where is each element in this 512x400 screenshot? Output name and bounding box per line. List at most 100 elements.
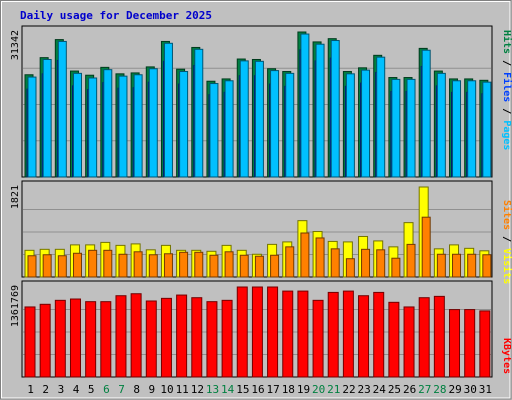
- day-label-19: 19: [297, 383, 310, 396]
- bar-kbytes-day-4: [69, 298, 81, 378]
- bar-pages-day-30: [467, 80, 477, 178]
- bar-kbytes-day-29: [449, 309, 461, 378]
- bar-sites-day-25: [391, 257, 401, 278]
- kbytes-panel-axis-max-label: 1361769: [10, 285, 21, 327]
- visits-sites-panel: 1821 Sites / Visits: [10, 180, 512, 284]
- bar-pages-day-19: [300, 33, 310, 178]
- bar-kbytes-day-9: [145, 300, 157, 378]
- legend-separator: /: [501, 102, 512, 120]
- bar-pages-day-28: [436, 72, 446, 178]
- day-label-5: 5: [88, 383, 95, 396]
- day-label-7: 7: [118, 383, 125, 396]
- day-label-4: 4: [73, 383, 80, 396]
- bar-sites-day-4: [72, 252, 82, 278]
- bar-sites-day-26: [406, 243, 416, 278]
- bar-sites-day-23: [361, 248, 371, 278]
- bar-pages-day-25: [391, 78, 401, 178]
- day-label-3: 3: [58, 383, 65, 396]
- bar-kbytes-day-15: [236, 286, 248, 378]
- bar-kbytes-day-17: [267, 286, 279, 378]
- bar-sites-day-3: [57, 255, 67, 278]
- bar-sites-day-7: [118, 253, 128, 278]
- bar-pages-day-22: [345, 73, 355, 178]
- bar-kbytes-day-24: [373, 291, 385, 378]
- day-label-21: 21: [327, 383, 340, 396]
- bar-pages-day-29: [452, 80, 462, 178]
- bar-kbytes-day-16: [251, 286, 263, 378]
- bar-pages-day-7: [118, 75, 128, 178]
- legend-sites: Sites: [501, 200, 512, 230]
- bar-sites-day-11: [179, 251, 189, 278]
- bar-pages-day-31: [482, 81, 492, 178]
- legend-hits: Hits: [501, 30, 512, 54]
- bar-pages-day-5: [88, 77, 98, 178]
- bar-sites-day-14: [224, 251, 234, 278]
- day-label-23: 23: [358, 383, 371, 396]
- day-label-6: 6: [103, 383, 110, 396]
- bar-kbytes-day-7: [115, 295, 127, 378]
- bar-sites-day-8: [133, 251, 143, 278]
- bar-sites-day-22: [345, 258, 355, 278]
- bar-kbytes-day-6: [100, 301, 112, 378]
- day-label-30: 30: [464, 383, 477, 396]
- day-label-16: 16: [251, 383, 264, 396]
- bar-kbytes-day-20: [312, 299, 324, 378]
- hits-panel-axis-max-label: 31342: [10, 30, 21, 60]
- bar-pages-day-8: [133, 74, 143, 178]
- bar-pages-day-6: [103, 69, 113, 178]
- bar-pages-day-13: [209, 83, 219, 178]
- day-label-26: 26: [403, 383, 416, 396]
- day-label-29: 29: [448, 383, 461, 396]
- bar-pages-day-20: [315, 43, 325, 178]
- day-label-17: 17: [267, 383, 280, 396]
- legend-kbytes: KBytes: [501, 338, 512, 374]
- bar-kbytes-day-25: [388, 301, 400, 378]
- bar-kbytes-day-31: [479, 310, 491, 378]
- bar-kbytes-day-12: [191, 297, 203, 378]
- day-label-24: 24: [373, 383, 387, 396]
- bar-pages-day-3: [57, 40, 67, 178]
- kbytes-panel-bars: [24, 286, 491, 378]
- bar-sites-day-9: [148, 254, 158, 278]
- chart-title: Daily usage for December 2025: [20, 9, 212, 22]
- bar-pages-day-4: [72, 72, 82, 178]
- bar-kbytes-day-22: [342, 290, 354, 378]
- bar-sites-day-27: [421, 216, 431, 278]
- bar-sites-day-18: [285, 246, 295, 278]
- legend-visits: Visits: [501, 248, 512, 284]
- visits-panel-axis-max-label: 1821: [10, 185, 21, 209]
- bar-pages-day-12: [194, 48, 204, 178]
- bar-kbytes-day-10: [160, 297, 172, 378]
- bar-kbytes-day-21: [327, 291, 339, 378]
- bar-kbytes-day-26: [403, 306, 415, 378]
- day-label-25: 25: [388, 383, 401, 396]
- day-label-20: 20: [312, 383, 325, 396]
- day-label-1: 1: [27, 383, 34, 396]
- bar-sites-day-5: [88, 249, 98, 278]
- bar-sites-day-2: [42, 254, 52, 278]
- bar-pages-day-16: [254, 60, 264, 178]
- bar-pages-day-2: [42, 58, 52, 178]
- day-label-31: 31: [479, 383, 492, 396]
- day-axis-labels: 1 2 3 4 5 6 7 8 9 10 11 12 13 14 15 16 17 18 19 20 21 22 23 24 2…: [27, 383, 492, 396]
- day-label-27: 27: [418, 383, 431, 396]
- legend-separator: /: [501, 54, 512, 72]
- bar-sites-day-20: [315, 237, 325, 278]
- bar-kbytes-day-28: [433, 295, 445, 378]
- bar-sites-day-30: [467, 253, 477, 278]
- bar-kbytes-day-3: [54, 299, 66, 378]
- hits-files-pages-panel: 31342 Hits / Files / Pages: [10, 25, 512, 178]
- kbytes-panel: 1361769 KBytes: [10, 280, 512, 378]
- bar-sites-day-12: [194, 251, 204, 278]
- bar-pages-day-1: [27, 76, 37, 178]
- bar-kbytes-day-11: [176, 294, 188, 378]
- bar-sites-day-6: [103, 249, 113, 278]
- legend-separator: /: [501, 230, 512, 248]
- day-label-8: 8: [133, 383, 140, 396]
- bar-pages-day-11: [179, 71, 189, 178]
- bar-pages-day-27: [421, 49, 431, 178]
- day-label-2: 2: [42, 383, 49, 396]
